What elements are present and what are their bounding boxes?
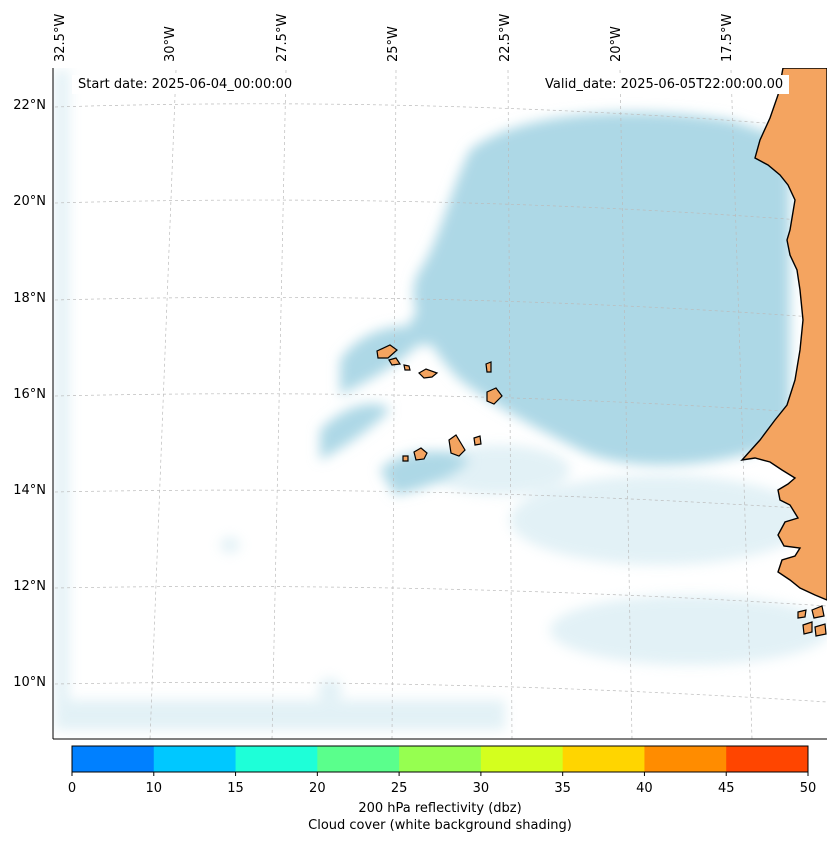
colorbar-tick-label: 45 <box>717 781 735 796</box>
colorbar-segment <box>235 746 318 772</box>
colorbar-tick-label: 50 <box>799 781 817 796</box>
colorbar-tick-label: 0 <box>67 781 77 796</box>
lat-label: 14°N <box>13 483 46 498</box>
lon-label: 30°W <box>163 26 178 62</box>
colorbar-segment <box>153 746 237 772</box>
colorbar-title: 200 hPa reflectivity (dbz) <box>358 801 522 816</box>
colorbar-segment <box>726 746 809 772</box>
africa-coastline <box>740 68 827 601</box>
lat-label: 20°N <box>13 194 46 209</box>
bijagos-islands <box>797 605 827 637</box>
lon-label: 27.5°W <box>275 13 290 62</box>
colorbar-tick-label: 20 <box>309 781 326 796</box>
start-date-label: Start date: 2025-06-04_00:00:00 <box>72 75 299 94</box>
colorbar-border <box>71 745 809 773</box>
cape-verde-islands <box>376 344 503 462</box>
colorbar-segment <box>399 746 482 772</box>
cloud-cover-light <box>55 70 827 730</box>
colorbar-segment <box>644 746 727 772</box>
graticule <box>54 69 827 739</box>
colorbar <box>71 745 809 776</box>
lon-label: 17.5°W <box>720 13 735 62</box>
lat-label: 12°N <box>13 579 46 594</box>
colorbar-segment <box>480 746 564 772</box>
cloud-cover-main <box>320 112 790 495</box>
colorbar-tick-label: 35 <box>554 781 571 796</box>
lat-label: 22°N <box>13 98 46 113</box>
colorbar-segment <box>317 746 400 772</box>
colorbar-tick-label: 40 <box>636 781 653 796</box>
colorbar-segment <box>72 746 155 772</box>
colorbar-tick-label: 30 <box>472 781 490 796</box>
valid-date-label: Valid_date: 2025-06-05T22:00:00.00 <box>539 75 790 94</box>
lat-label: 10°N <box>13 675 46 690</box>
colorbar-tick-label: 15 <box>227 781 244 796</box>
lat-label: 16°N <box>13 387 46 402</box>
colorbar-subtitle: Cloud cover (white background shading) <box>308 818 572 833</box>
lon-label: 32.5°W <box>53 13 68 62</box>
lon-label: 22.5°W <box>498 13 513 62</box>
lon-label: 20°W <box>609 26 624 62</box>
colorbar-segment <box>562 746 645 772</box>
colorbar-tick-label: 10 <box>145 781 163 796</box>
lon-label: 25°W <box>386 26 401 62</box>
colorbar-tick-label: 25 <box>390 781 408 796</box>
lat-label: 18°N <box>13 291 46 306</box>
